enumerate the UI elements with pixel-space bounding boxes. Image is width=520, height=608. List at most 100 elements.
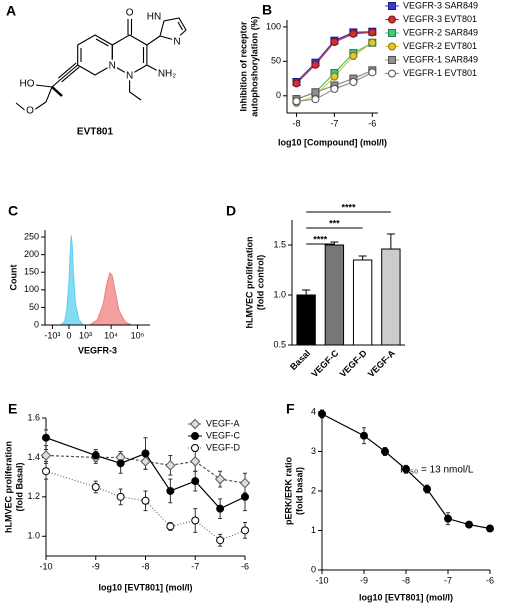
- bar: [296, 294, 316, 346]
- x-axis-title: log10 [Compound] (mol/l): [278, 137, 387, 147]
- data-point: [311, 95, 320, 104]
- bar: [381, 248, 401, 346]
- significance-label: ****: [341, 202, 356, 212]
- data-point: [402, 465, 410, 474]
- y-axis-title: Inhibition of receptor: [238, 21, 248, 111]
- y-tick-label: 0: [311, 564, 316, 574]
- y-tick-label: 150: [24, 267, 39, 277]
- data-point: [349, 51, 358, 60]
- data-point: [141, 449, 150, 458]
- data-point: [191, 477, 200, 486]
- legend-label: VEGFR-1 EVT801: [403, 68, 477, 78]
- legend-label: VEGF-C: [206, 430, 241, 440]
- data-point: [444, 514, 452, 523]
- data-point: [423, 485, 431, 494]
- y-tick-label: 1.5: [273, 239, 286, 249]
- data-point: [241, 526, 249, 535]
- data-point: [116, 492, 125, 501]
- data-point: [91, 451, 100, 460]
- error-bar: [358, 255, 367, 260]
- x-tick-label: -9: [92, 561, 100, 571]
- panel-letter: D: [226, 203, 236, 219]
- y-tick-label: 1.0: [27, 531, 40, 541]
- data-point: [42, 433, 50, 442]
- data-point: [330, 84, 339, 93]
- legend-marker: [388, 2, 396, 10]
- series-line: [45, 454, 246, 484]
- atom-label: O: [26, 106, 34, 117]
- x-tick-label: 10⁵: [131, 330, 145, 340]
- data-point: [216, 504, 225, 513]
- y-tick-label: 1.0: [273, 289, 286, 299]
- data-point: [116, 459, 125, 468]
- legend-label: VEGFR-3 SAR849: [403, 0, 478, 10]
- data-point: [311, 60, 320, 69]
- data-point: [292, 97, 301, 106]
- x-tick-label: -8: [141, 561, 149, 571]
- data-point: [214, 473, 226, 485]
- atom-label: O: [126, 8, 134, 19]
- data-point: [40, 450, 52, 461]
- x-tick-label: 10⁴: [104, 330, 118, 340]
- x-axis-title: log10 [EVT801] (mol/l): [359, 592, 453, 602]
- atom-label: N: [173, 37, 180, 48]
- data-point: [190, 456, 201, 467]
- x-axis-title: VEGFR-3: [78, 345, 117, 355]
- data-point: [166, 486, 175, 495]
- x-tick-label: VEGF-C: [309, 348, 340, 379]
- data-point: [216, 536, 225, 545]
- histogram-area: [88, 271, 132, 326]
- y-tick-label: 0.5: [273, 339, 286, 349]
- data-point: [349, 78, 358, 86]
- y-tick-label: 1: [311, 525, 316, 535]
- x-tick-label: -10: [39, 561, 52, 571]
- data-point: [349, 29, 358, 38]
- x-tick-label: 10³: [79, 330, 92, 340]
- y-axis-title: autophoshorylation (%): [249, 16, 259, 117]
- y-tick-label: 100: [266, 21, 281, 31]
- legend-marker: [388, 42, 396, 51]
- legend-marker: [191, 432, 199, 440]
- bar: [324, 244, 345, 346]
- y-axis-title: hLMVEC proliferation: [244, 237, 254, 329]
- atom-label: N: [109, 61, 116, 72]
- x-tick-label: -10: [315, 575, 328, 585]
- data-point: [465, 520, 473, 529]
- legend-label: VEGFR-2 SAR849: [403, 27, 478, 37]
- data-point: [330, 38, 339, 47]
- data-point: [368, 38, 377, 47]
- data-point: [239, 477, 251, 489]
- x-tick-label: -7: [191, 561, 199, 571]
- data-point: [381, 447, 389, 456]
- y-tick-label: 4: [311, 406, 316, 416]
- data-point: [42, 467, 50, 476]
- y-tick-label: 50: [29, 302, 39, 312]
- y-axis-title: pERK/ERK ratio: [283, 457, 293, 526]
- data-point: [191, 516, 200, 525]
- data-point: [360, 431, 368, 440]
- y-axis-title: Count: [8, 265, 18, 291]
- x-tick-label: -6: [486, 575, 494, 585]
- legend-marker: [388, 69, 396, 78]
- y-axis-title: (fold control): [255, 255, 265, 311]
- data-point: [368, 28, 377, 37]
- legend-marker: [388, 29, 396, 37]
- data-point: [311, 88, 320, 97]
- legend-label: VEGF-A: [206, 418, 240, 428]
- x-tick-label: -6: [368, 118, 376, 128]
- y-tick-label: 100: [24, 284, 39, 294]
- y-axis-title: hLMVEC proliferation: [3, 441, 13, 533]
- y-axis-title: (fold basal): [294, 467, 304, 515]
- legend-label: VEGFR-2 EVT801: [403, 41, 477, 51]
- y-tick-label: 0: [34, 319, 39, 329]
- x-tick-label: VEGF-A: [366, 348, 397, 379]
- x-tick-label: -8: [402, 575, 410, 585]
- data-point: [140, 456, 151, 467]
- structure: O HN N NH₂ N N HO O EVT801: [15, 6, 187, 138]
- data-point: [141, 496, 150, 505]
- x-tick-label: Basal: [288, 348, 312, 372]
- compound-name: EVT801: [77, 127, 114, 138]
- x-tick-label: -6: [241, 561, 249, 571]
- x-tick-label: -7: [330, 118, 338, 128]
